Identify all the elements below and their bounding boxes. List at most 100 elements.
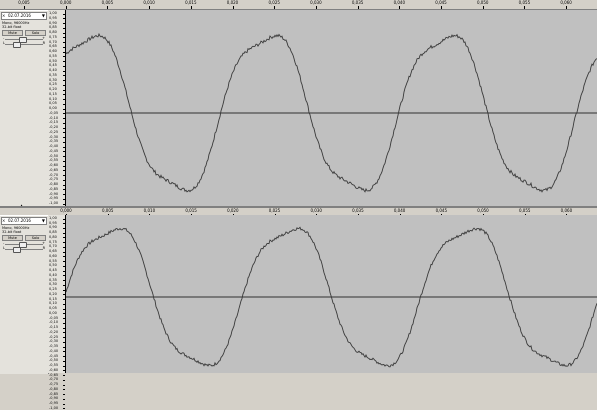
waveform-graph[interactable]: [66, 10, 597, 206]
amplitude-tick: [63, 160, 65, 162]
amplitude-tick: [63, 32, 65, 34]
amplitude-label: 0,35: [49, 277, 57, 282]
gain-slider-knob[interactable]: [19, 242, 27, 248]
collapse-track-icon[interactable]: ▲: [20, 203, 23, 208]
amplitude-tick: [63, 327, 65, 329]
amplitude-label: 0,80: [49, 234, 57, 239]
ruler-tick-label: 0,045: [435, 208, 448, 213]
ruler-tick-mark: [399, 6, 401, 9]
track-2-waveform[interactable]: [66, 215, 597, 373]
pan-slider-track: [5, 249, 43, 250]
ruler-tick-label: 0,040: [393, 208, 406, 213]
amplitude-label: -0,55: [49, 363, 59, 368]
amplitude-tick: [63, 137, 65, 138]
amplitude-label: 0,95: [49, 15, 57, 20]
track-1-amplitude-scale: 1,00 0,95 0,90 0,85 0,80 0,75 0,70 0,65 0,60 0,55…: [48, 10, 66, 206]
amplitude-tick: [63, 75, 65, 77]
amplitude-label: -0,85: [49, 391, 59, 396]
ruler-tick-mark: [65, 6, 67, 9]
amplitude-label: -0,70: [49, 377, 59, 382]
amplitude-label: 0,60: [49, 49, 57, 53]
amplitude-tick: [63, 194, 65, 195]
amplitude-label: -0,15: [49, 120, 59, 125]
amplitude-tick: [63, 89, 65, 91]
ruler-tick-label: 0,030: [310, 0, 322, 5]
amplitude-tick: [63, 103, 65, 105]
ruler-tick-label: 0,050: [476, 0, 489, 5]
track-2-title-bar[interactable]: × 02.07.2016 ▼: [1, 217, 47, 225]
amplitude-label: -0,80: [49, 182, 59, 186]
pan-slider-knob[interactable]: [13, 42, 21, 48]
track-divider[interactable]: [0, 206, 597, 208]
waveform-graph[interactable]: [66, 215, 597, 373]
pan-slider-knob[interactable]: [13, 247, 21, 253]
timeline-ruler-top[interactable]: 0,005 0,000 0,005 0,010 0,015 0,020 0,025 0,030…: [0, 0, 597, 10]
ruler-tick-mark: [24, 6, 25, 9]
amplitude-label: 0,95: [49, 220, 57, 225]
amplitude-tick: [63, 132, 65, 134]
amplitude-tick: [63, 265, 65, 267]
close-track-icon[interactable]: ×: [2, 218, 6, 223]
amplitude-label: 0,70: [49, 244, 57, 249]
amplitude-tick: [63, 23, 65, 24]
amplitude-tick: [63, 80, 65, 81]
amplitude-tick: [63, 360, 65, 362]
amplitude-tick: [63, 370, 65, 372]
amplitude-tick: [63, 13, 65, 15]
gain-slider-knob[interactable]: [19, 37, 27, 43]
track-1-title-bar[interactable]: × 02.07.2016 ▼: [1, 12, 47, 20]
amplitude-label: 0,45: [49, 268, 57, 273]
track-1-bitdepth: 32-bit float: [2, 25, 22, 29]
waveform-line: [66, 226, 597, 368]
amplitude-label: 0,90: [49, 225, 57, 230]
ruler-tick-label: 0,025: [268, 0, 280, 5]
amplitude-label: -0,40: [49, 144, 59, 148]
track-2-gain-slider[interactable]: - +: [3, 241, 45, 248]
gain-minus-label: -: [3, 36, 5, 40]
amplitude-label: 0,70: [49, 39, 57, 44]
amplitude-label: 0,00: [49, 310, 57, 315]
amplitude-tick: [63, 379, 65, 381]
track-1-name[interactable]: 02.07.2016: [8, 13, 31, 18]
track-2-name[interactable]: 02.07.2016: [8, 218, 31, 223]
amplitude-tick: [63, 289, 65, 291]
amplitude-label: -0,50: [49, 358, 59, 363]
amplitude-tick: [63, 165, 65, 167]
amplitude-label: -0,45: [49, 353, 59, 358]
amplitude-tick: [63, 118, 65, 119]
amplitude-label: 0,10: [49, 301, 57, 306]
track-2-control-panel: × 02.07.2016 ▼ Mono, 96000Hz 32-bit floa…: [0, 215, 49, 374]
track-2-solo-button[interactable]: Solo: [25, 235, 46, 241]
track-1-gain-slider[interactable]: - +: [3, 36, 45, 43]
track-1-mute-button[interactable]: Mute: [2, 30, 23, 36]
amplitude-tick: [63, 99, 65, 100]
amplitude-label: 0,35: [49, 72, 57, 77]
amplitude-label: 1,00: [49, 11, 57, 15]
amplitude-tick: [63, 237, 65, 239]
amplitude-tick: [63, 94, 65, 96]
close-track-icon[interactable]: ×: [2, 13, 6, 18]
track-2-mute-button[interactable]: Mute: [2, 235, 23, 241]
amplitude-label: -0,95: [49, 401, 59, 406]
track-menu-dropdown-icon[interactable]: ▼: [41, 218, 45, 223]
track-menu-dropdown-icon[interactable]: ▼: [41, 13, 45, 18]
ruler-tick-mark: [149, 6, 151, 9]
amplitude-label: 0,65: [49, 44, 57, 49]
amplitude-label: -0,05: [49, 315, 59, 320]
amplitude-tick: [63, 246, 65, 248]
track-1-solo-button[interactable]: Solo: [25, 30, 46, 36]
track-1-pan-slider[interactable]: L R: [3, 41, 45, 48]
track-1-waveform[interactable]: [66, 10, 597, 206]
track-2-pan-slider[interactable]: L R: [3, 246, 45, 253]
amplitude-tick: [63, 332, 65, 334]
amplitude-tick: [63, 189, 65, 191]
amplitude-label: -0,65: [49, 167, 59, 172]
amplitude-tick: [63, 303, 65, 305]
amplitude-tick: [63, 141, 65, 143]
ruler-tick-mark: [190, 6, 192, 9]
track-1-control-panel: × 02.07.2016 ▼ Mono, 96000Hz 32-bit floa…: [0, 10, 49, 207]
amplitude-tick: [63, 384, 65, 386]
ruler-tick-mark: [441, 6, 442, 9]
amplitude-label: -0,60: [49, 367, 59, 372]
amplitude-label: -0,10: [49, 320, 59, 325]
